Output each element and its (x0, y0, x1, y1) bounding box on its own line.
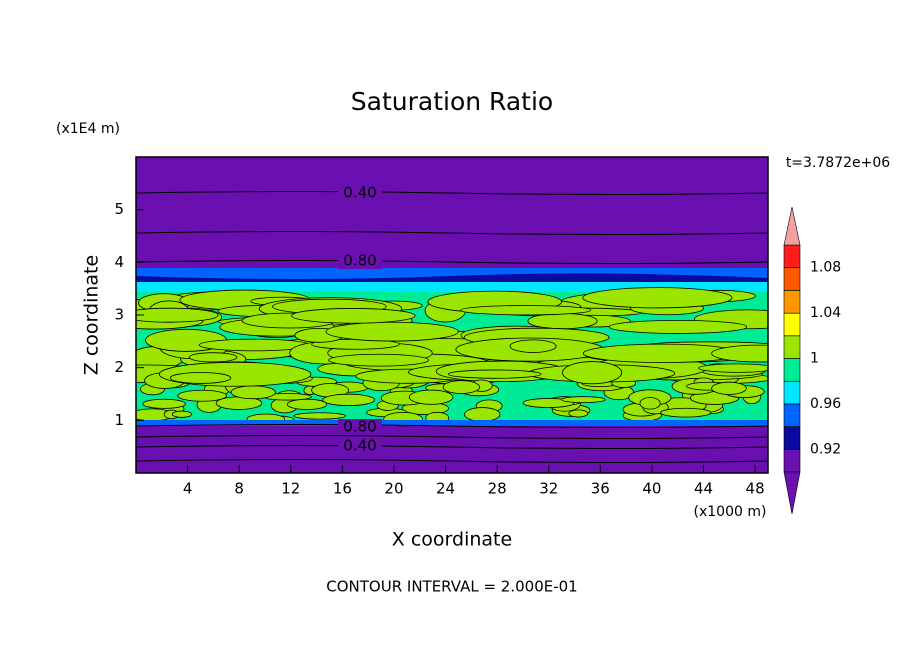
contour-line (136, 435, 768, 439)
blob (608, 319, 748, 334)
contour-line (136, 445, 768, 449)
blob (568, 409, 589, 418)
y-unit: (x1E4 m) (56, 121, 120, 137)
colorbar-swatch (783, 380, 801, 405)
x-unit: (x1000 m) (694, 504, 767, 520)
band (136, 420, 768, 426)
colorbar-label: 1 (810, 351, 819, 367)
colorbar-swatch (783, 335, 801, 359)
x-tick-label: 20 (384, 480, 403, 498)
y-tick-label: 1 (114, 411, 124, 429)
x-tick-label: 16 (333, 480, 352, 498)
x-tick-label: 12 (281, 480, 300, 498)
blob (171, 410, 192, 418)
blob (447, 369, 542, 379)
blob (562, 361, 623, 385)
blob (464, 407, 501, 422)
blob (522, 398, 575, 408)
contour-line (136, 191, 768, 195)
colorbar-under (783, 471, 801, 515)
chart-title: Saturation Ratio (351, 87, 553, 116)
colorbar-label: 1.08 (810, 260, 841, 276)
x-tick-label: 24 (436, 480, 455, 498)
x-tick-label: 4 (183, 480, 193, 498)
colorbar-swatch (783, 244, 801, 269)
blob (711, 381, 747, 395)
contour-label-bg (338, 185, 382, 201)
y-tick-label: 5 (114, 200, 124, 218)
footer: CONTOUR INTERVAL = 2.000E-01 (326, 578, 577, 596)
blob (169, 372, 232, 384)
blob (639, 397, 661, 410)
blob (660, 407, 712, 418)
x-tick-label: 40 (642, 480, 661, 498)
blob (136, 307, 219, 323)
blob (582, 287, 733, 309)
x-tick-label: 48 (746, 480, 765, 498)
blob (230, 385, 276, 400)
y-tick-label: 2 (114, 358, 124, 376)
contour-label: 0.40 (343, 437, 376, 455)
blob (527, 313, 598, 330)
blob (698, 363, 768, 373)
time-label: t=3.7872e+06 (786, 155, 890, 171)
contour-label: 0.80 (343, 418, 376, 436)
blob (293, 412, 346, 420)
x-tick-label: 44 (694, 480, 713, 498)
field (136, 157, 768, 473)
contour-label: 0.80 (343, 252, 376, 270)
blob (188, 352, 238, 363)
contour-label-bg (338, 419, 382, 435)
contour-line (136, 459, 768, 463)
blob (142, 398, 186, 409)
colorbar-swatch (783, 267, 801, 291)
colorbar-label: 1.04 (810, 305, 841, 321)
y-tick-label: 4 (114, 253, 124, 271)
blob (442, 380, 480, 394)
colorbar-swatch (783, 448, 801, 473)
contour-line (136, 231, 768, 235)
blob (177, 389, 227, 402)
x-tick-label: 36 (591, 480, 610, 498)
x-tick-label: 8 (234, 480, 244, 498)
colorbar-over (783, 206, 801, 246)
blob (291, 308, 416, 324)
x-tick-label: 28 (488, 480, 507, 498)
colorbar-label: 0.96 (810, 396, 841, 412)
colorbar-swatch (783, 426, 801, 450)
contour-label-bg (338, 253, 382, 269)
contour-label-bg (338, 438, 382, 454)
blob (460, 305, 592, 316)
blob (561, 396, 606, 404)
blob (711, 344, 768, 363)
colorbar-label: 0.92 (810, 441, 841, 457)
blob (328, 353, 429, 367)
y-tick-label: 3 (114, 306, 124, 324)
blob (322, 393, 375, 407)
blob (286, 398, 328, 410)
contour-line (136, 424, 768, 428)
colorbar-swatch (783, 290, 801, 314)
blob (325, 321, 459, 342)
blob (408, 389, 454, 405)
contour-line (136, 260, 768, 264)
contour-label: 0.40 (343, 184, 376, 202)
x-tick-label: 32 (539, 480, 558, 498)
colorbar-swatch (783, 312, 801, 337)
colorbar-swatch (783, 403, 801, 427)
blob (509, 339, 557, 353)
x-axis-label: X coordinate (392, 529, 512, 551)
colorbar-swatch (783, 358, 801, 382)
y-axis-label: Z coordinate (81, 255, 103, 375)
